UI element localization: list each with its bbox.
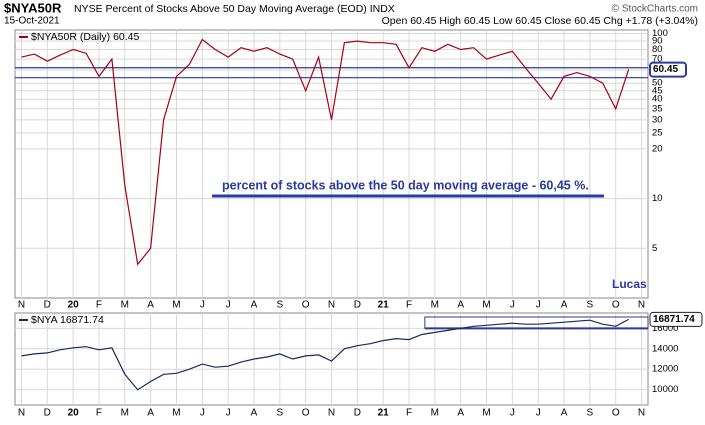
x-tick-label: D — [44, 300, 51, 311]
x-tick-label: A — [457, 300, 464, 311]
x-tick-label: F — [96, 408, 102, 419]
y-tick-label: 12000 — [652, 364, 678, 375]
x-tick-label: J — [200, 408, 205, 419]
reference-box — [424, 316, 649, 329]
x-tick-label: M — [482, 408, 490, 419]
legend: $NYA 16871.74 — [31, 314, 104, 326]
x-tick-label: D — [354, 408, 361, 419]
x-tick-label: N — [638, 408, 645, 419]
x-tick-label: M — [431, 408, 439, 419]
y-tick-label: 40 — [652, 94, 663, 105]
y-tick-label: 25 — [652, 127, 663, 138]
x-tick-label: N — [18, 300, 25, 311]
x-tick-label: A — [561, 300, 568, 311]
x-tick-label: J — [226, 300, 231, 311]
x-tick-label: J — [510, 300, 515, 311]
y-tick-label: 100 — [652, 28, 668, 39]
x-tick-label: F — [406, 408, 412, 419]
x-tick-label: J — [536, 300, 541, 311]
x-tick-label: A — [251, 300, 258, 311]
last-value-label: 16871.74 — [653, 314, 695, 325]
x-tick-label: M — [172, 300, 180, 311]
x-tick-label: J — [200, 300, 205, 311]
x-tick-label: M — [121, 300, 129, 311]
y-tick-label: 5 — [652, 243, 657, 254]
quote: Open 60.45 High 60.45 Low 60.45 Close 60… — [382, 15, 698, 27]
source: © StockCharts.com — [612, 4, 698, 15]
x-tick-label: D — [354, 300, 361, 311]
x-tick-label: A — [457, 408, 464, 419]
x-tick-label: M — [172, 408, 180, 419]
x-tick-label: 20 — [68, 300, 80, 311]
y-tick-label: 35 — [652, 103, 663, 114]
last-value-badge — [649, 61, 687, 78]
y-tick-label: 10 — [652, 193, 663, 204]
series-line — [21, 318, 629, 391]
description: NYSE Percent of Stocks Above 50 Day Movi… — [74, 3, 395, 15]
x-tick-label: O — [612, 300, 620, 311]
x-tick-label: M — [121, 408, 129, 419]
y-tick-label: 10000 — [652, 384, 678, 395]
x-tick-label: F — [406, 300, 412, 311]
x-tick-label: A — [147, 300, 154, 311]
x-tick-label: 21 — [378, 300, 390, 311]
x-tick-label: 20 — [68, 408, 80, 419]
last-value-label: 60.45 — [653, 64, 678, 75]
x-tick-label: D — [44, 408, 51, 419]
series-line — [21, 38, 630, 266]
x-tick-label: S — [587, 408, 594, 419]
symbol: $NYA50R — [4, 0, 62, 15]
y-tick-label: 30 — [652, 114, 663, 125]
last-value-badge — [649, 311, 703, 327]
x-tick-label: O — [612, 408, 620, 419]
x-tick-label: A — [147, 408, 154, 419]
x-tick-label: 21 — [378, 408, 390, 419]
x-tick-label: N — [328, 300, 335, 311]
x-tick-label: A — [251, 408, 258, 419]
y-tick-label: 14000 — [652, 343, 678, 354]
y-tick-label: 80 — [652, 44, 663, 55]
y-tick-label: 16000 — [652, 323, 678, 334]
x-tick-label: F — [96, 300, 102, 311]
y-tick-label: 70 — [652, 54, 663, 65]
x-tick-label: N — [638, 300, 645, 311]
x-tick-label: N — [18, 408, 25, 419]
x-tick-label: O — [302, 408, 310, 419]
date: 15-Oct-2021 — [4, 16, 60, 27]
x-tick-label: M — [431, 300, 439, 311]
y-tick-label: 20 — [652, 143, 663, 154]
x-tick-label: O — [302, 300, 310, 311]
x-tick-label: J — [226, 408, 231, 419]
y-tick-label: 50 — [652, 78, 663, 89]
x-tick-label: S — [587, 300, 594, 311]
x-tick-label: S — [276, 408, 283, 419]
x-tick-label: M — [482, 300, 490, 311]
x-tick-label: S — [276, 300, 283, 311]
x-tick-label: J — [510, 408, 515, 419]
x-tick-label: N — [328, 408, 335, 419]
y-tick-label: 90 — [652, 36, 663, 47]
legend: $NYA50R (Daily) 60.45 — [31, 31, 140, 43]
author: Lucas — [612, 277, 647, 291]
annotation: percent of stocks above the 50 day movin… — [222, 178, 589, 192]
x-tick-label: J — [536, 408, 541, 419]
x-tick-label: A — [561, 408, 568, 419]
y-tick-label: 45 — [652, 85, 663, 96]
